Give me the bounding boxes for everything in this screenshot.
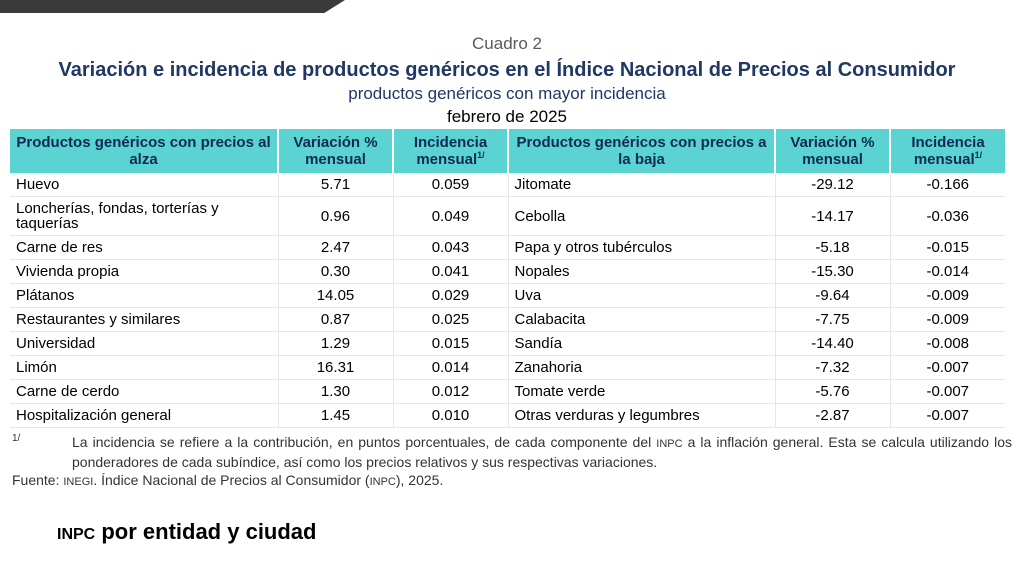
product-down-incidence: -0.008 [890, 331, 1005, 356]
product-up-name: Vivienda propia [10, 259, 279, 284]
table-row: Hospitalización general 1.45 0.010 Otras… [10, 403, 1005, 428]
product-down-variation: -9.64 [775, 283, 891, 308]
product-down-name: Cebolla [508, 196, 776, 236]
section-heading: INPC por entidad y ciudad [57, 519, 317, 544]
header-products-down: Productos genéricos con precios a la baj… [508, 129, 776, 173]
header-variation-up: Variación % mensual [278, 129, 394, 173]
header-variation-down: Variación % mensual [775, 129, 891, 173]
product-down-variation: -14.40 [775, 331, 891, 356]
product-up-incidence: 0.025 [393, 307, 509, 332]
table-row: Carne de cerdo 1.30 0.012 Tomate verde -… [10, 379, 1005, 404]
product-up-variation: 2.47 [278, 235, 394, 260]
header-incidence-down: Incidencia mensual1/ [890, 129, 1005, 173]
product-down-variation: -2.87 [775, 403, 891, 428]
footnote-text: La incidencia se refiere a la contribuci… [72, 434, 1013, 470]
table-row: Plátanos 14.05 0.029 Uva -9.64 -0.009 [10, 283, 1005, 308]
product-down-name: Calabacita [508, 307, 776, 332]
table-subtitle: productos genéricos con mayor incidencia [348, 84, 666, 103]
product-up-variation: 5.71 [278, 173, 394, 197]
product-down-incidence: -0.007 [890, 403, 1005, 428]
table-row: Huevo 5.71 0.059 Jitomate -29.12 -0.166 [10, 173, 1005, 197]
product-up-variation: 16.31 [278, 355, 394, 380]
product-up-name: Hospitalización general [10, 403, 279, 428]
table-row: Restaurantes y similares 0.87 0.025 Cala… [10, 307, 1005, 332]
table-title: Variación e incidencia de productos gené… [58, 59, 956, 81]
product-down-variation: -5.76 [775, 379, 891, 404]
product-down-name: Nopales [508, 259, 776, 284]
product-up-variation: 1.45 [278, 403, 394, 428]
product-down-name: Jitomate [508, 173, 776, 197]
product-up-incidence: 0.043 [393, 235, 509, 260]
top-decorative-strip [0, 0, 345, 13]
product-down-incidence: -0.014 [890, 259, 1005, 284]
product-up-variation: 1.30 [278, 379, 394, 404]
product-down-variation: -7.32 [775, 355, 891, 380]
product-down-name: Zanahoria [508, 355, 776, 380]
footnote-marker: 1/ [974, 150, 983, 160]
table-row: Universidad 1.29 0.015 Sandía -14.40 -0.… [10, 331, 1005, 356]
product-up-incidence: 0.015 [393, 331, 509, 356]
product-up-variation: 0.87 [278, 307, 394, 332]
product-up-name: Carne de cerdo [10, 379, 279, 404]
table-row: Limón 16.31 0.014 Zanahoria -7.32 -0.007 [10, 355, 1005, 380]
product-down-variation: -5.18 [775, 235, 891, 260]
product-up-name: Universidad [10, 331, 279, 356]
product-up-incidence: 0.041 [393, 259, 509, 284]
header-incidence-up: Incidencia mensual1/ [393, 129, 509, 173]
product-down-name: Tomate verde [508, 379, 776, 404]
product-up-name: Huevo [10, 173, 279, 197]
table-header-row: Productos genéricos con precios al alza … [10, 129, 1005, 173]
product-up-name: Restaurantes y similares [10, 307, 279, 332]
product-up-variation: 0.96 [278, 196, 394, 236]
product-down-variation: -15.30 [775, 259, 891, 284]
product-down-incidence: -0.009 [890, 307, 1005, 332]
product-down-incidence: -0.009 [890, 283, 1005, 308]
product-up-name: Loncherías, fondas, torterías y taquería… [10, 196, 279, 236]
product-down-variation: -14.17 [775, 196, 891, 236]
product-up-incidence: 0.012 [393, 379, 509, 404]
header-products-up: Productos genéricos con precios al alza [10, 129, 279, 173]
product-down-name: Uva [508, 283, 776, 308]
product-down-incidence: -0.036 [890, 196, 1005, 236]
footnote-marker: 1/ [477, 150, 485, 160]
table-date: febrero de 2025 [446, 107, 568, 126]
product-down-incidence: -0.007 [890, 379, 1005, 404]
product-up-incidence: 0.014 [393, 355, 509, 380]
product-down-incidence: -0.015 [890, 235, 1005, 260]
table-row: Vivienda propia 0.30 0.041 Nopales -15.3… [10, 259, 1005, 284]
product-down-name: Sandía [508, 331, 776, 356]
product-up-name: Limón [10, 355, 279, 380]
source-note: Fuente: INEGI. Índice Nacional de Precio… [12, 472, 444, 488]
product-down-name: Papa y otros tubérculos [508, 235, 776, 260]
product-up-name: Carne de res [10, 235, 279, 260]
product-down-incidence: -0.007 [890, 355, 1005, 380]
product-up-variation: 0.30 [278, 259, 394, 284]
product-up-name: Plátanos [10, 283, 279, 308]
product-down-incidence: -0.166 [890, 173, 1005, 197]
product-down-variation: -29.12 [775, 173, 891, 197]
table-number: Cuadro 2 [472, 34, 542, 53]
footnote-mark: 1/ [12, 433, 21, 444]
incidence-table: Productos genéricos con precios al alza … [10, 129, 1005, 428]
product-up-variation: 14.05 [278, 283, 394, 308]
product-up-incidence: 0.049 [393, 196, 509, 236]
product-up-variation: 1.29 [278, 331, 394, 356]
table-row: Loncherías, fondas, torterías y taquería… [10, 196, 1005, 236]
product-up-incidence: 0.010 [393, 403, 509, 428]
table-row: Carne de res 2.47 0.043 Papa y otros tub… [10, 235, 1005, 260]
product-up-incidence: 0.029 [393, 283, 509, 308]
product-up-incidence: 0.059 [393, 173, 509, 197]
product-down-name: Otras verduras y legumbres [508, 403, 776, 428]
product-down-variation: -7.75 [775, 307, 891, 332]
